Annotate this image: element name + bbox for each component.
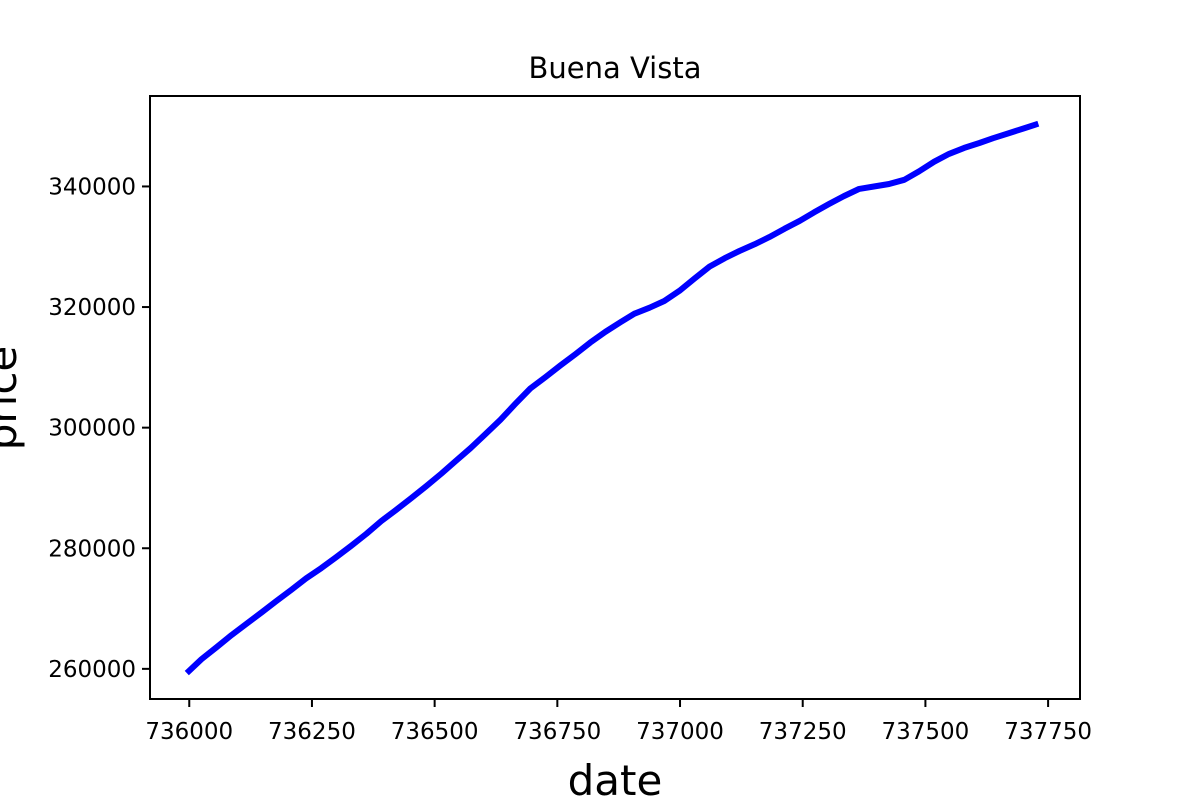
x-axis-ticks: 736000 736250 736500 736750 737000 737250 7375… [145,699,1092,745]
y-tick-label: 340000 [48,174,136,200]
chart-title: Buena Vista [529,51,702,85]
x-tick-label: 737250 [759,719,847,745]
y-tick-label: 300000 [48,416,136,442]
x-axis-label: date [568,756,663,800]
y-axis-label: price [0,346,26,451]
x-tick-label: 736250 [268,719,356,745]
price-series-line [184,120,1040,676]
x-tick-label: 736750 [513,719,601,745]
y-axis-ticks: 260000 280000 300000 320000 340000 [48,174,150,683]
y-tick-label: 280000 [48,536,136,562]
x-tick-label: 737000 [636,719,724,745]
x-tick-label: 736000 [145,719,233,745]
y-tick-label: 260000 [48,657,136,683]
x-tick-label: 737750 [1004,719,1092,745]
y-tick-label: 320000 [48,295,136,321]
x-tick-label: 737500 [882,719,970,745]
x-tick-label: 736500 [391,719,479,745]
plot-area-frame [149,95,1081,700]
